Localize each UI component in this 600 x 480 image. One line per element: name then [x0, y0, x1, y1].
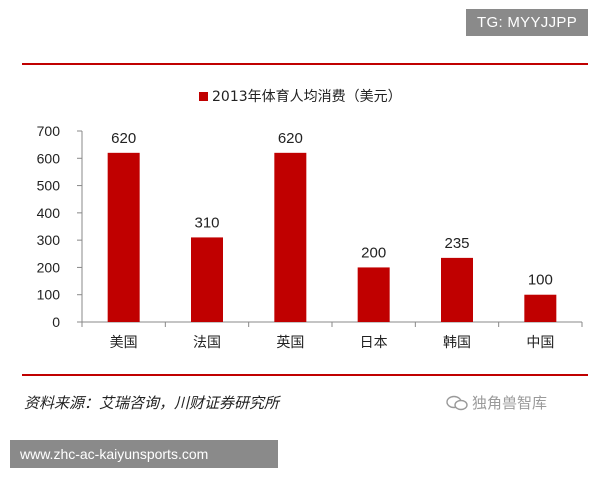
x-tick-label: 美国: [110, 335, 138, 351]
y-tick-label: 700: [37, 123, 61, 139]
data-label: 200: [361, 244, 386, 261]
data-label: 235: [444, 235, 469, 252]
data-label: 100: [528, 272, 553, 289]
legend-label: 2013年体育人均消费（美元）: [212, 89, 402, 105]
bar: [441, 257, 473, 322]
x-tick-label: 英国: [276, 334, 304, 351]
y-tick-label: 200: [37, 259, 61, 275]
wechat-icon: [446, 395, 468, 410]
url-banner: www.zhc-ac-kaiyunsports.com: [10, 440, 278, 468]
bar: [191, 237, 223, 322]
data-label: 310: [194, 214, 219, 231]
x-tick-label: 韩国: [443, 335, 471, 351]
tg-badge: TG: MYYJJPP: [466, 9, 588, 36]
watermark: 独角兽智库: [446, 392, 547, 413]
bar: [524, 294, 557, 322]
y-tick-label: 0: [52, 314, 60, 330]
bar: [274, 152, 307, 322]
y-tick-label: 500: [37, 178, 61, 194]
data-label: 620: [111, 130, 136, 147]
watermark-text: 独角兽智库: [472, 394, 548, 412]
y-tick-label: 100: [37, 287, 61, 303]
x-tick-label: 法国: [193, 335, 221, 351]
source-note: 资料来源：艾瑞咨询，川财证券研究所: [24, 394, 280, 412]
y-tick-label: 600: [37, 150, 61, 166]
legend-swatch: [199, 92, 208, 101]
data-label: 620: [278, 130, 303, 147]
bottom-divider: [22, 374, 588, 376]
top-divider: [22, 63, 588, 65]
x-tick-label: 中国: [526, 335, 554, 351]
y-tick-label: 400: [37, 205, 61, 221]
x-tick-label: 日本: [360, 335, 388, 351]
bar: [357, 267, 390, 322]
bar-chart: 2013年体育人均消费（美元） 0 100 200 300 400 500 600 700 620…: [37, 89, 583, 351]
bar: [107, 152, 140, 322]
y-tick-label: 300: [37, 232, 61, 248]
